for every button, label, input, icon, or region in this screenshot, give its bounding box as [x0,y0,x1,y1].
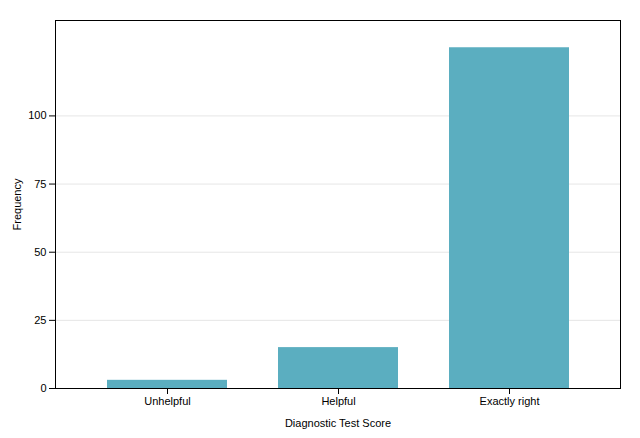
svg-text:100: 100 [28,109,46,121]
svg-text:0: 0 [40,382,46,394]
svg-text:Diagnostic Test Score: Diagnostic Test Score [285,417,391,429]
svg-text:50: 50 [34,246,46,258]
svg-text:75: 75 [34,178,46,190]
svg-text:Unhelpful: Unhelpful [144,395,190,407]
svg-text:Exactly right: Exactly right [480,395,540,407]
svg-text:Frequency: Frequency [11,178,23,230]
svg-text:Helpful: Helpful [321,395,355,407]
svg-text:25: 25 [34,314,46,326]
